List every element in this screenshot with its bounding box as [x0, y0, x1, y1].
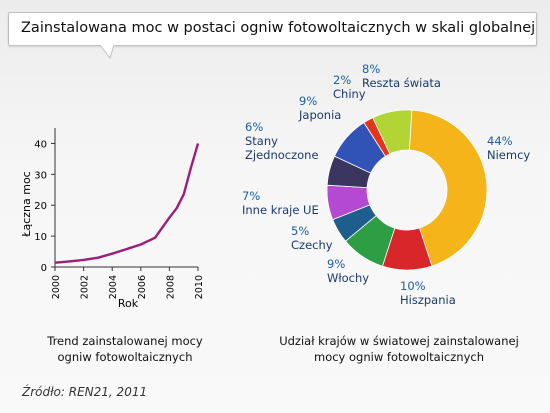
donut-name-label: Zjednoczone — [245, 148, 319, 162]
line-chart-y-ticks: 0 10 20 30 40 — [34, 139, 55, 274]
donut-name-label: Inne kraje UE — [242, 203, 319, 217]
line-chart-caption-line-2: ogniw fotowoltaicznych — [57, 350, 193, 364]
y-tick-label: 30 — [34, 170, 47, 181]
line-chart-series-line — [54, 143, 200, 264]
donut-name-label: Chiny — [333, 87, 366, 101]
line-chart-caption-line-1: Trend zainstalowanej mocy — [47, 334, 203, 348]
donut-pct-label: 10% — [400, 279, 426, 293]
donut-name-label: Hiszpania — [400, 293, 456, 307]
donut-chart-caption-line-2: mocy ogniw fotowoltaicznych — [314, 350, 484, 364]
donut-name-label: Japonia — [298, 108, 341, 122]
line-chart-caption: Trend zainstalowanej mocy ogniw fotowolt… — [30, 333, 220, 365]
donut-pct-label: 9% — [299, 94, 317, 108]
donut-pct-label: 9% — [327, 257, 345, 271]
donut-slice-8 — [372, 109, 413, 155]
x-tick-label: 2000 — [51, 275, 62, 299]
line-chart-x-label: Rok — [118, 297, 139, 310]
donut-name-label: Niemcy — [487, 148, 530, 162]
y-tick-label: 10 — [34, 232, 47, 243]
line-chart-y-label: Łączna moc — [20, 171, 33, 237]
donut-chart-caption-line-1: Udział krajów w światowej zainstalowanej — [279, 334, 519, 348]
donut-pct-label: 6% — [245, 120, 263, 134]
y-tick-label: 40 — [34, 139, 47, 150]
donut-slice-0 — [408, 109, 488, 267]
donut-pct-label: 44% — [487, 134, 513, 148]
x-tick-label: 2008 — [165, 275, 176, 299]
donut-name-label: Czechy — [291, 238, 333, 252]
donut-chart: 44%Niemcy10%Hiszpania9%Włochy5%Czechy7%I… — [242, 62, 530, 307]
source-note: Źródło: REN21, 2011 — [22, 385, 148, 399]
donut-pct-label: 2% — [333, 73, 351, 87]
page-title: Zainstalowana moc w postaci ogniw fotowo… — [21, 20, 536, 36]
x-tick-label: 2004 — [108, 275, 119, 299]
donut-name-label: Stany — [245, 134, 278, 148]
title-callout-tail — [99, 44, 115, 60]
donut-slices — [326, 109, 488, 271]
line-chart-x-ticks: 2000 2002 2004 2006 2008 2010 — [51, 267, 205, 299]
title-box: Zainstalowana moc w postaci ogniw fotowo… — [8, 12, 537, 46]
donut-pct-label: 5% — [291, 224, 309, 238]
x-tick-label: 2010 — [194, 275, 205, 299]
donut-chart-caption: Udział krajów w światowej zainstalowanej… — [268, 333, 530, 365]
y-tick-label: 20 — [34, 201, 47, 212]
donut-pct-label: 8% — [362, 62, 380, 76]
line-chart: 0 10 20 30 40 2000 2002 2004 2006 2008 2010 Rok Ł… — [20, 128, 205, 310]
x-tick-label: 2002 — [80, 275, 91, 299]
y-tick-label: 0 — [41, 263, 47, 274]
x-tick-label: 2006 — [137, 275, 148, 299]
line-chart-axes — [54, 128, 198, 268]
donut-labels: 44%Niemcy10%Hiszpania9%Włochy5%Czechy7%I… — [242, 62, 530, 307]
donut-pct-label: 7% — [242, 189, 260, 203]
donut-name-label: Reszta świata — [362, 76, 441, 90]
donut-name-label: Włochy — [327, 271, 369, 285]
